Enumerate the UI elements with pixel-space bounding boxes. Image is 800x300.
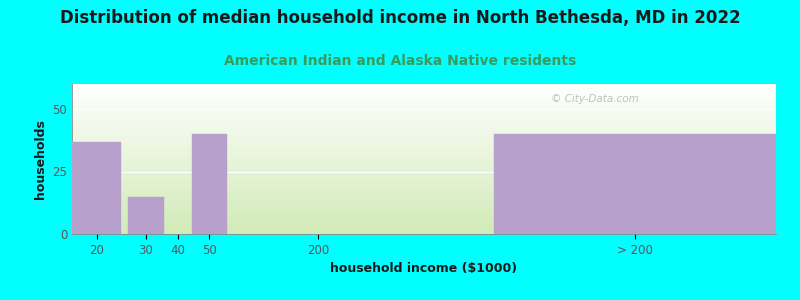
Bar: [494, 134, 776, 234]
Text: Distribution of median household income in North Bethesda, MD in 2022: Distribution of median household income …: [60, 9, 740, 27]
Bar: [128, 196, 163, 234]
Text: © City-Data.com: © City-Data.com: [550, 94, 638, 104]
Bar: [72, 142, 122, 234]
Bar: [192, 134, 227, 234]
X-axis label: household income ($1000): household income ($1000): [330, 262, 518, 275]
Text: American Indian and Alaska Native residents: American Indian and Alaska Native reside…: [224, 54, 576, 68]
Y-axis label: households: households: [34, 119, 46, 199]
